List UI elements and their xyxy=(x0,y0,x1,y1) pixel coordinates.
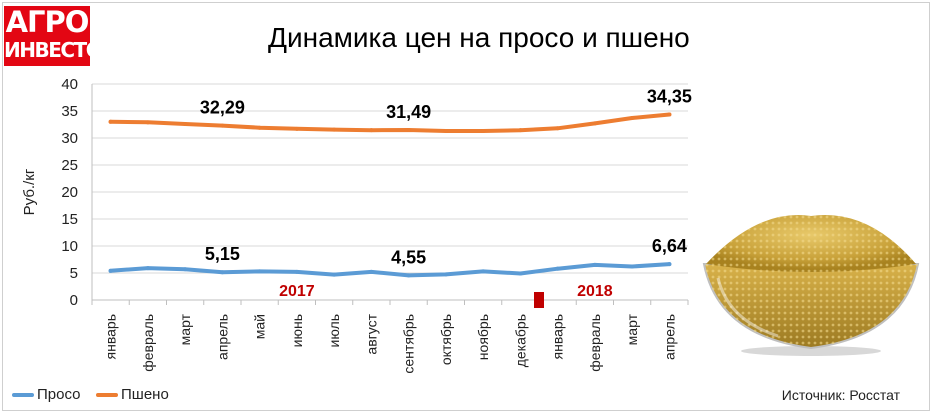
data-point-psheno xyxy=(369,128,374,133)
data-point-psheno xyxy=(220,123,225,128)
x-tick-label: ноябрь xyxy=(475,314,491,360)
data-point-psheno xyxy=(592,121,597,126)
data-label: 34,35 xyxy=(647,87,692,107)
x-tick-label: июль xyxy=(326,314,342,347)
y-tick-label: 15 xyxy=(61,211,78,228)
data-point-proso xyxy=(220,270,225,275)
x-tick-label: январь xyxy=(103,314,119,359)
data-point-proso xyxy=(108,268,113,273)
data-point-proso xyxy=(294,269,299,274)
x-tick-label: декабрь xyxy=(512,314,528,367)
data-point-proso xyxy=(481,269,486,274)
x-tick-label: апрель xyxy=(661,314,677,360)
y-tick-label: 20 xyxy=(61,184,78,201)
data-point-proso xyxy=(667,262,672,267)
data-label: 32,29 xyxy=(200,98,245,118)
data-point-psheno xyxy=(183,121,188,126)
data-point-psheno xyxy=(443,128,448,133)
x-tick-label: январь xyxy=(550,314,566,359)
data-point-psheno xyxy=(667,112,672,117)
legend-swatch-proso xyxy=(12,392,34,397)
x-tick-label: апрель xyxy=(214,314,230,360)
data-point-psheno xyxy=(294,126,299,131)
legend-swatch-psheno xyxy=(96,392,118,397)
x-tick-label: февраль xyxy=(140,314,156,372)
data-label: 6,64 xyxy=(652,236,687,256)
data-point-proso xyxy=(369,269,374,274)
y-tick-label: 10 xyxy=(61,238,78,255)
y-tick-label: 30 xyxy=(61,130,78,147)
y-tick-label: 5 xyxy=(70,265,78,282)
data-point-proso xyxy=(145,266,150,271)
legend-label-psheno: Пшено xyxy=(121,386,169,403)
chart-frame xyxy=(2,2,930,411)
x-tick-label: сентябрь xyxy=(401,314,417,374)
data-point-psheno xyxy=(257,125,262,130)
y-axis-title: Руб./кг xyxy=(21,168,38,215)
year-label: 2017 xyxy=(279,283,315,300)
year-label: 2018 xyxy=(577,283,613,300)
x-tick-label: февраль xyxy=(587,314,603,372)
legend-item-psheno: Пшено xyxy=(96,386,169,403)
series-line-psheno xyxy=(108,112,672,133)
data-point-proso xyxy=(183,267,188,272)
data-point-proso xyxy=(332,272,337,277)
data-point-psheno xyxy=(518,128,523,133)
y-tick-label: 35 xyxy=(61,103,78,120)
y-tick-label: 0 xyxy=(70,292,78,309)
y-tick-label: 40 xyxy=(61,76,78,93)
data-point-psheno xyxy=(481,128,486,133)
data-point-proso xyxy=(555,266,560,271)
data-point-proso xyxy=(257,269,262,274)
x-tick-label: июнь xyxy=(289,314,305,347)
data-label: 31,49 xyxy=(386,102,431,122)
data-point-psheno xyxy=(108,119,113,124)
data-point-psheno xyxy=(555,126,560,131)
data-point-proso xyxy=(406,273,411,278)
chart-title: Динамика цен на просо и пшено xyxy=(268,22,690,53)
data-point-proso xyxy=(518,271,523,276)
legend-item-proso: Просо xyxy=(12,386,80,403)
data-label: 5,15 xyxy=(205,244,240,264)
data-point-proso xyxy=(443,272,448,277)
x-tick-label: март xyxy=(624,313,640,345)
data-point-psheno xyxy=(406,127,411,132)
data-label: 4,55 xyxy=(391,247,426,267)
data-point-psheno xyxy=(630,116,635,121)
y-tick-label: 25 xyxy=(61,157,78,174)
millet-bowl-image xyxy=(702,215,920,356)
data-point-proso xyxy=(630,264,635,269)
year-separator-marker xyxy=(534,292,544,308)
x-tick-label: август xyxy=(363,313,379,354)
x-tick-label: май xyxy=(252,314,268,339)
source-note: Источник: Росстат xyxy=(781,387,900,403)
data-point-psheno xyxy=(332,127,337,132)
x-tick-label: март xyxy=(177,313,193,345)
data-point-psheno xyxy=(145,120,150,125)
legend-label-proso: Просо xyxy=(37,386,81,403)
data-point-proso xyxy=(592,262,597,267)
x-tick-label: октябрь xyxy=(438,314,454,365)
logo-line-1: АГРО xyxy=(5,5,90,39)
series-line-proso xyxy=(108,262,672,278)
